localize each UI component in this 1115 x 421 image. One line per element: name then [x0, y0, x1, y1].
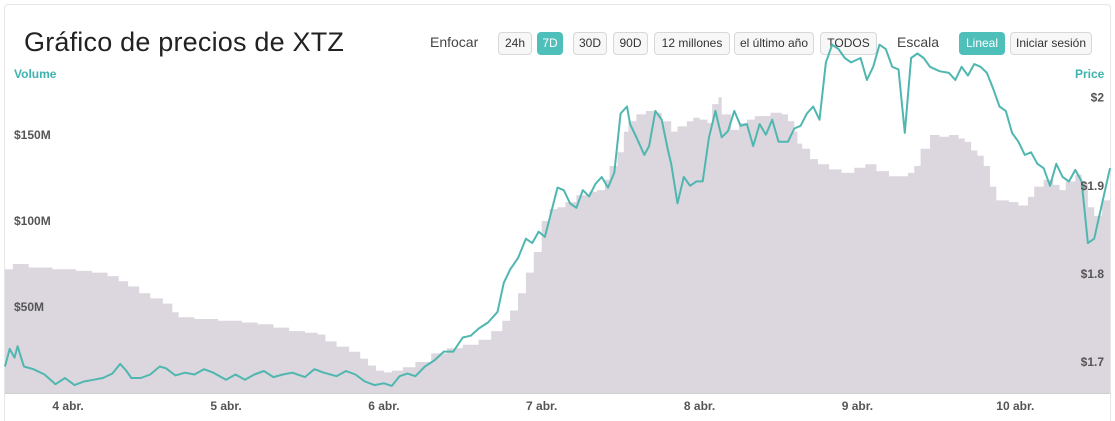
x-tick-label: 9 abr. [842, 399, 873, 413]
zoom-button-el-último-año[interactable]: el último año [734, 32, 814, 55]
price-tick-label: $1.8 [1081, 267, 1105, 281]
price-tick-label: $1.7 [1081, 355, 1105, 369]
price-line-layer [4, 43, 1111, 387]
zoom-label: Enfocar [430, 34, 479, 50]
x-tick-label: 8 abr. [684, 399, 715, 413]
x-tick-label: 4 abr. [52, 399, 83, 413]
volume-area-layer [5, 97, 1110, 393]
x-tick-label: 7 abr. [526, 399, 557, 413]
page-title: Gráfico de precios de XTZ [24, 27, 345, 57]
volume-axis-title: Volume [14, 67, 57, 81]
price-axis-title: Price [1075, 67, 1105, 81]
volume-tick-label: $150M [14, 128, 51, 142]
x-tick-label: 5 abr. [210, 399, 241, 413]
price-tick-label: $1.9 [1081, 179, 1105, 193]
volume-area [5, 97, 1110, 393]
zoom-button-todos[interactable]: TODOS [820, 32, 877, 55]
scale-button-lineal[interactable]: Lineal [959, 32, 1005, 55]
zoom-button-90d[interactable]: 90D [613, 32, 648, 55]
scale-button-iniciar-sesión[interactable]: Iniciar sesión [1010, 32, 1092, 55]
x-tick-label: 6 abr. [368, 399, 399, 413]
volume-tick-label: $50M [14, 300, 44, 314]
price-line [4, 43, 1111, 387]
zoom-button-12-millones[interactable]: 12 millones [654, 32, 730, 55]
zoom-button-30d[interactable]: 30D [573, 32, 607, 55]
price-tick-label: $2 [1091, 91, 1105, 105]
x-tick-label: 10 abr. [996, 399, 1034, 413]
zoom-button-7d[interactable]: 7D [537, 32, 563, 55]
volume-tick-label: $100M [14, 214, 51, 228]
zoom-button-24h[interactable]: 24h [498, 32, 532, 55]
axis-layer: 4 abr. 5 abr. 6 abr. 7 abr. 8 abr. 9 abr. 10 a… [5, 91, 1110, 413]
scale-label: Escala [897, 34, 940, 50]
